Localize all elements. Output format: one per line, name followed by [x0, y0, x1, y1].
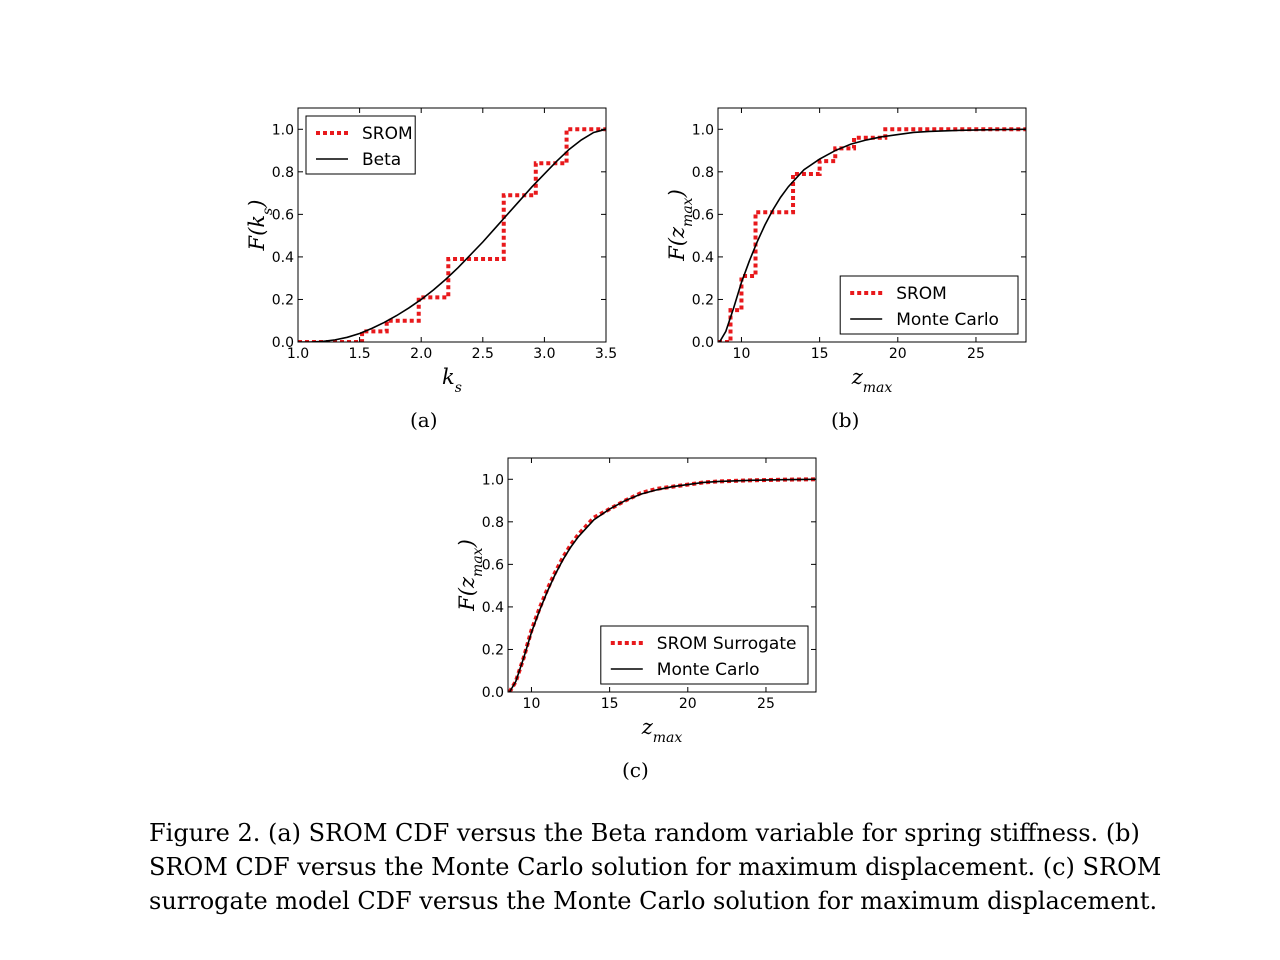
legend: SROM Surrogate Monte Carlo	[600, 625, 809, 685]
legend: SROM Beta	[305, 115, 416, 175]
y-tick-label: 0.4	[482, 600, 504, 616]
y-tick-label: 0.6	[692, 207, 714, 223]
series-group	[508, 477, 816, 692]
chart-a: 1.0 1.5 2.0 2.5 3.0 3.50.00.20.40.60.81.0ksF(…	[245, 107, 617, 396]
y-tick-label: 1.0	[482, 472, 504, 488]
figure-caption: Figure 2. (a) SROM CDF versus the Beta r…	[149, 816, 1162, 918]
series-line-monte-carlo	[718, 128, 1026, 342]
plot-frame	[717, 107, 1027, 343]
y-tick-label: 0.2	[692, 292, 714, 308]
series-line-monte-carlo	[508, 478, 816, 692]
x-tick-label: 1.0	[287, 346, 309, 362]
y-tick-label: 1.0	[692, 122, 714, 138]
x-tick-label: 25	[967, 346, 985, 362]
y-tick-label: 0.6	[482, 557, 504, 573]
x-tick-label: 25	[757, 696, 775, 712]
legend-entry: SROM	[896, 284, 947, 304]
panel-b-label: (b)	[831, 408, 860, 432]
x-tick-label: 3.5	[595, 346, 617, 362]
legend-entry: Monte Carlo	[657, 660, 760, 680]
series-group	[718, 127, 1026, 342]
y-tick-label: 0.2	[482, 642, 504, 658]
x-axis-label: zmax	[851, 365, 893, 396]
legend-entry: SROM	[362, 124, 413, 144]
series-group	[298, 127, 606, 342]
legend-box	[305, 115, 416, 175]
y-tick-label: 0.6	[272, 207, 294, 223]
y-tick-label: 0.4	[272, 250, 294, 266]
y-tick-label: 0.0	[272, 335, 294, 351]
legend-box	[839, 275, 1019, 335]
legend-entry: Monte Carlo	[896, 310, 999, 330]
y-tick-label: 0.8	[482, 515, 504, 531]
y-tick-label: 0.4	[692, 250, 714, 266]
chart-c: 10 15 20 250.00.20.40.60.81.0zmaxF(zmax)SRO…	[455, 457, 817, 746]
chart-panel-a: 1.0 1.5 2.0 2.5 3.0 3.5 0.0 0.2 0.4 0.6 0.8 1.0 ks F(…	[238, 100, 628, 396]
series-line-srom	[298, 127, 606, 342]
legend-entry: Beta	[362, 150, 401, 170]
y-tick-label: 1.0	[272, 122, 294, 138]
caption-line-1: Figure 2. (a) SROM CDF versus the Beta r…	[149, 819, 1140, 847]
x-tick-label: 15	[811, 346, 829, 362]
chart-panel-b: 10 15 20 25 0.0 0.2 0.4 0.6 0.8 1.0 zmax F(zmax) SRO…	[658, 100, 1048, 396]
x-tick-label: 15	[601, 696, 619, 712]
x-axis-label: zmax	[641, 715, 683, 746]
chart-b: 10 15 20 250.00.20.40.60.81.0zmaxF(zmax)SRO…	[665, 107, 1027, 396]
y-tick-label: 0.8	[272, 165, 294, 181]
x-tick-label: 10	[523, 696, 541, 712]
legend-entry: SROM Surrogate	[657, 634, 797, 654]
x-tick-label: 1.5	[348, 346, 370, 362]
series-line-srom	[718, 127, 1026, 342]
plot-frame	[297, 107, 607, 343]
caption-line-2: SROM CDF versus the Monte Carlo solution…	[149, 853, 1162, 881]
plot-frame	[507, 457, 817, 693]
y-tick-label: 0.2	[272, 292, 294, 308]
legend: SROM Monte Carlo	[839, 275, 1019, 335]
x-tick-label: 10	[733, 346, 751, 362]
x-tick-label: 2.5	[472, 346, 494, 362]
x-tick-label: 20	[889, 346, 907, 362]
y-tick-label: 0.8	[692, 165, 714, 181]
panel-a-label: (a)	[410, 408, 438, 432]
caption-line-3: surrogate model CDF versus the Monte Car…	[149, 887, 1158, 915]
x-axis-label: ks	[442, 365, 462, 396]
panel-c-label: (c)	[622, 758, 649, 782]
y-tick-label: 0.0	[692, 335, 714, 351]
y-tick-label: 0.0	[482, 685, 504, 701]
x-tick-label: 3.0	[533, 346, 555, 362]
x-tick-label: 2.0	[410, 346, 432, 362]
legend-box	[600, 625, 809, 685]
series-line-beta	[298, 128, 606, 342]
x-tick-label: 20	[679, 696, 697, 712]
chart-panel-c: 10 15 20 25 0.0 0.2 0.4 0.6 0.8 1.0 zmax F(zmax) SRO…	[448, 450, 838, 746]
